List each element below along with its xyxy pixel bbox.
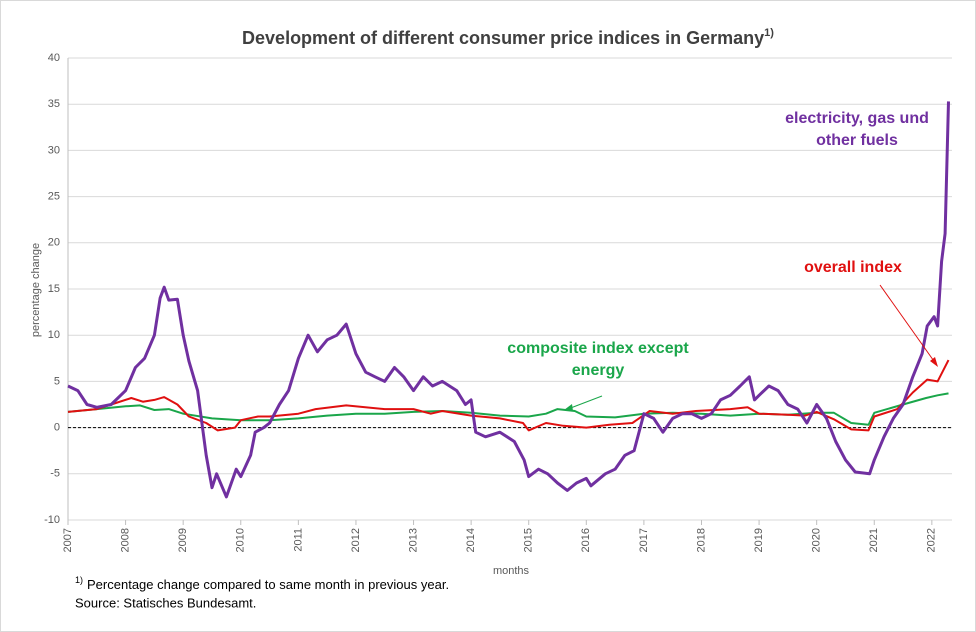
x-tick-label: 2010 xyxy=(235,528,247,552)
footnote-marker: 1) xyxy=(75,575,83,585)
x-tick-label: 2022 xyxy=(926,528,938,552)
title-marker: 1) xyxy=(764,27,774,39)
footnote: 1) Percentage change compared to same mon… xyxy=(75,575,449,592)
y-tick-label: 20 xyxy=(48,237,60,249)
y-tick-label: 5 xyxy=(54,375,60,387)
x-tick-label: 2007 xyxy=(62,528,74,552)
annotation: composite index except energy xyxy=(507,340,689,379)
y-tick-label: -10 xyxy=(44,514,60,526)
annotation-line: energy xyxy=(572,362,625,379)
y-tick-label: 30 xyxy=(48,144,60,156)
x-tick-label: 2016 xyxy=(580,528,592,552)
x-axis-label: months xyxy=(493,565,530,577)
y-tick-label: 35 xyxy=(48,98,60,110)
x-tick-label: 2009 xyxy=(177,528,189,552)
x-tick-label: 2020 xyxy=(811,528,823,552)
annotation-line: composite index except xyxy=(507,340,689,357)
x-tick-label: 2017 xyxy=(638,528,650,552)
x-tick-label: 2018 xyxy=(695,528,707,552)
source: Source: Statisches Bundesamt. xyxy=(75,595,256,610)
x-tick-label: 2015 xyxy=(523,528,535,552)
annotation-line: overall index xyxy=(804,259,902,276)
footnote-text: Percentage change compared to same month… xyxy=(87,577,449,592)
arrow xyxy=(567,395,603,410)
x-tick-label: 2014 xyxy=(465,528,477,552)
title-text: Development of different consumer price … xyxy=(242,28,764,48)
annotation: electricity, gas und other fuels xyxy=(785,110,929,149)
x-tick-label: 2008 xyxy=(119,528,131,552)
annotation-line: other fuels xyxy=(816,132,898,149)
y-tick-label: 15 xyxy=(48,283,60,295)
x-tick-label: 2012 xyxy=(350,528,362,552)
annotation: overall index xyxy=(804,259,902,276)
y-tick-label: 10 xyxy=(48,329,60,341)
series-line xyxy=(67,359,950,432)
series-line xyxy=(67,392,949,426)
arrow-head xyxy=(564,404,573,411)
arrow-head xyxy=(930,357,938,367)
y-tick-label: 40 xyxy=(48,52,60,64)
y-tick-label: -5 xyxy=(50,468,60,480)
arrow xyxy=(879,284,937,365)
x-tick-label: 2011 xyxy=(292,528,304,552)
annotation-arrows xyxy=(564,284,938,411)
annotation-line: electricity, gas und xyxy=(785,110,929,127)
series-line xyxy=(67,101,950,499)
y-axis-label: percentage change xyxy=(30,243,42,337)
x-tick-label: 2021 xyxy=(868,528,880,552)
y-tick-label: 0 xyxy=(54,422,60,434)
x-tick-label: 2013 xyxy=(407,528,419,552)
chart-title: Development of different consumer price … xyxy=(242,27,774,48)
x-tick-label: 2019 xyxy=(753,528,765,552)
y-tick-label: 25 xyxy=(48,191,60,203)
